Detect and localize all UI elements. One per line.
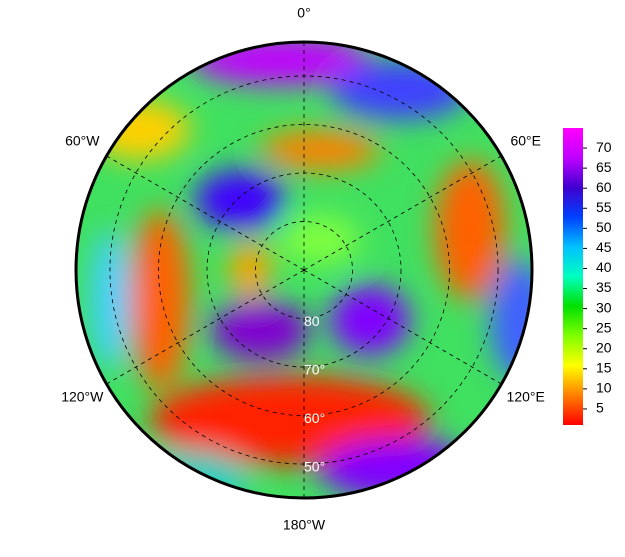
parallel-label: 60° xyxy=(304,410,325,426)
colorbar-tick-label: 65 xyxy=(596,159,612,175)
colorbar-tick-label: 5 xyxy=(596,400,604,416)
meridian-label: 120°E xyxy=(507,389,545,405)
colorbar-tick-label: 15 xyxy=(596,360,612,376)
parallel-label: 50° xyxy=(304,459,325,475)
meridian xyxy=(303,155,502,271)
colorbar-tick-label: 70 xyxy=(596,139,612,155)
colorbar-tick-label: 25 xyxy=(596,319,612,335)
parallel-label: 80 xyxy=(304,313,320,329)
colorbar-tick-label: 60 xyxy=(596,179,612,195)
colorbar-tick-label: 45 xyxy=(596,239,612,255)
colorbar-tick-label: 35 xyxy=(596,279,612,295)
meridian-label: 60°W xyxy=(65,133,100,149)
colorbar-tick-label: 30 xyxy=(596,299,612,315)
colorbar-tick-label: 40 xyxy=(596,259,612,275)
meridian-label: 120°W xyxy=(61,389,104,405)
colorbar-tick-label: 50 xyxy=(596,219,612,235)
colorbar-tick-label: 20 xyxy=(596,339,612,355)
parallel xyxy=(158,124,450,416)
colorbar-tick-label: 10 xyxy=(596,380,612,396)
meridian xyxy=(106,269,305,385)
meridian-label: 0° xyxy=(297,5,310,21)
parallel xyxy=(255,221,353,319)
parallel-label: 70° xyxy=(304,362,325,378)
meridian-label: 180°W xyxy=(283,517,326,533)
meridian-label: 60°E xyxy=(510,133,541,149)
meridian xyxy=(106,155,305,271)
colorbar xyxy=(563,128,583,425)
colorbar-tick-label: 55 xyxy=(596,199,612,215)
meridian xyxy=(303,269,502,385)
